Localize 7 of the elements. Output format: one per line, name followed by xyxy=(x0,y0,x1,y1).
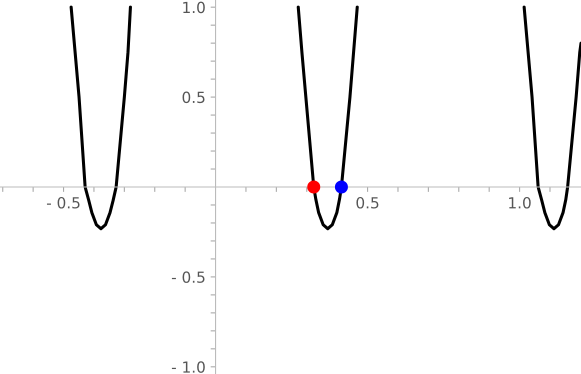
y-tick-label: - 0.5 xyxy=(172,271,205,283)
y-tick-label: 1.0 xyxy=(183,2,205,14)
x-tick-label: 0.5 xyxy=(356,196,378,209)
y-tick-label: 0.5 xyxy=(182,92,204,104)
x-tick-label: - 0.5 xyxy=(46,196,80,209)
y-tick-label: - 1.0 xyxy=(172,361,205,373)
x-tick-label: 1.0 xyxy=(509,196,531,209)
